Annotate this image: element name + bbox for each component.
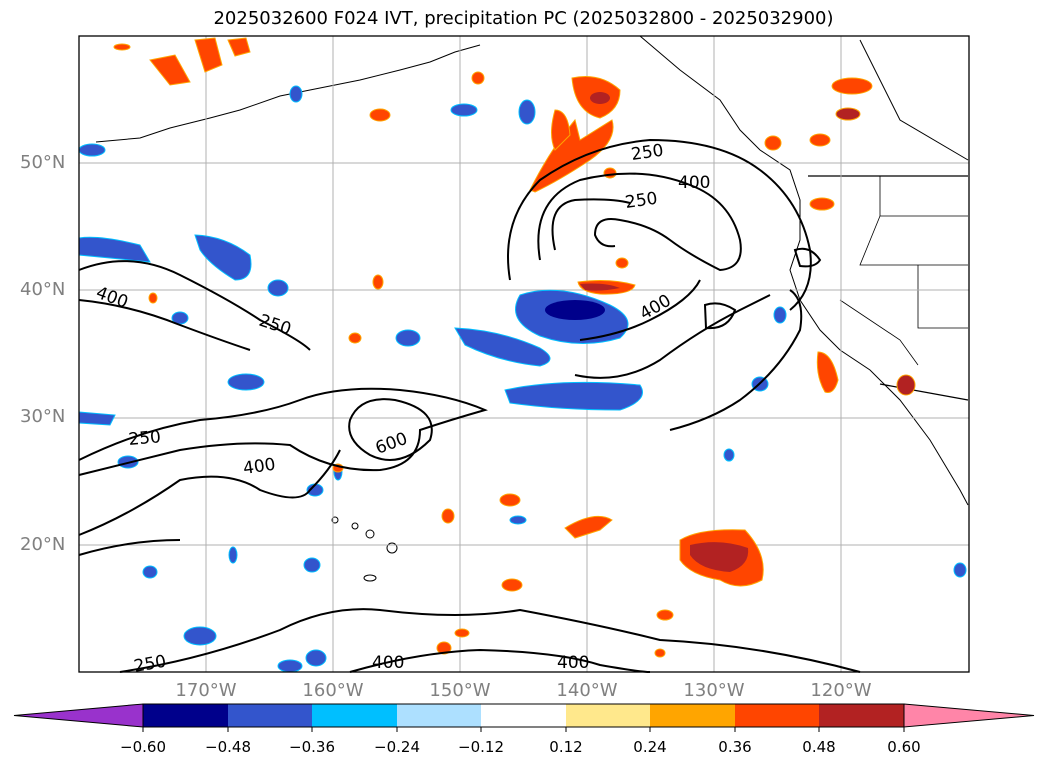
- colorbar-tick-label: 0.24: [633, 738, 667, 756]
- lat-label: 50°N: [20, 152, 66, 173]
- lon-label: 150°W: [429, 680, 491, 701]
- colorbar-tick-label: −0.12: [458, 738, 504, 756]
- lon-label: 120°W: [810, 680, 872, 701]
- contour-label: 250: [624, 189, 659, 213]
- colorbar-tick-label: 0.48: [802, 738, 836, 756]
- colorbar-tick-label: 0.12: [549, 738, 583, 756]
- lon-label: 160°W: [302, 680, 364, 701]
- lat-label: 20°N: [20, 534, 66, 555]
- contour-label: 250: [132, 652, 167, 677]
- map-title: 2025032600 F024 IVT, precipitation PC (2…: [213, 8, 834, 29]
- contour-label: 400: [242, 455, 277, 479]
- lat-label: 40°N: [20, 279, 66, 300]
- ivt-contours: [78, 138, 861, 673]
- colorbar-tick-label: 0.60: [887, 738, 921, 756]
- contour-label: 400: [557, 653, 589, 673]
- contour-label: 250: [630, 141, 665, 165]
- lat-label: 30°N: [20, 406, 66, 427]
- precip-positive-patches: [113, 37, 916, 658]
- colorbar-tick-label: −0.36: [289, 738, 335, 756]
- contour-label: 600: [373, 429, 410, 459]
- lon-label: 170°W: [175, 680, 237, 701]
- contour-label: 400: [678, 173, 710, 193]
- contour-label: 400: [637, 291, 675, 325]
- plot-border: [78, 35, 970, 673]
- lon-label: 140°W: [556, 680, 618, 701]
- lon-label: 130°W: [683, 680, 745, 701]
- colorbar-tick-label: −0.24: [374, 738, 420, 756]
- colorbar-tick-label: 0.36: [718, 738, 752, 756]
- contour-label: 250: [256, 311, 293, 340]
- contour-label: 400: [372, 653, 404, 673]
- colorbar-tick-label: −0.60: [120, 738, 166, 756]
- contour-label: 250: [128, 427, 162, 450]
- colorbar-tick-label: −0.48: [205, 738, 251, 756]
- contour-label: 400: [93, 283, 130, 313]
